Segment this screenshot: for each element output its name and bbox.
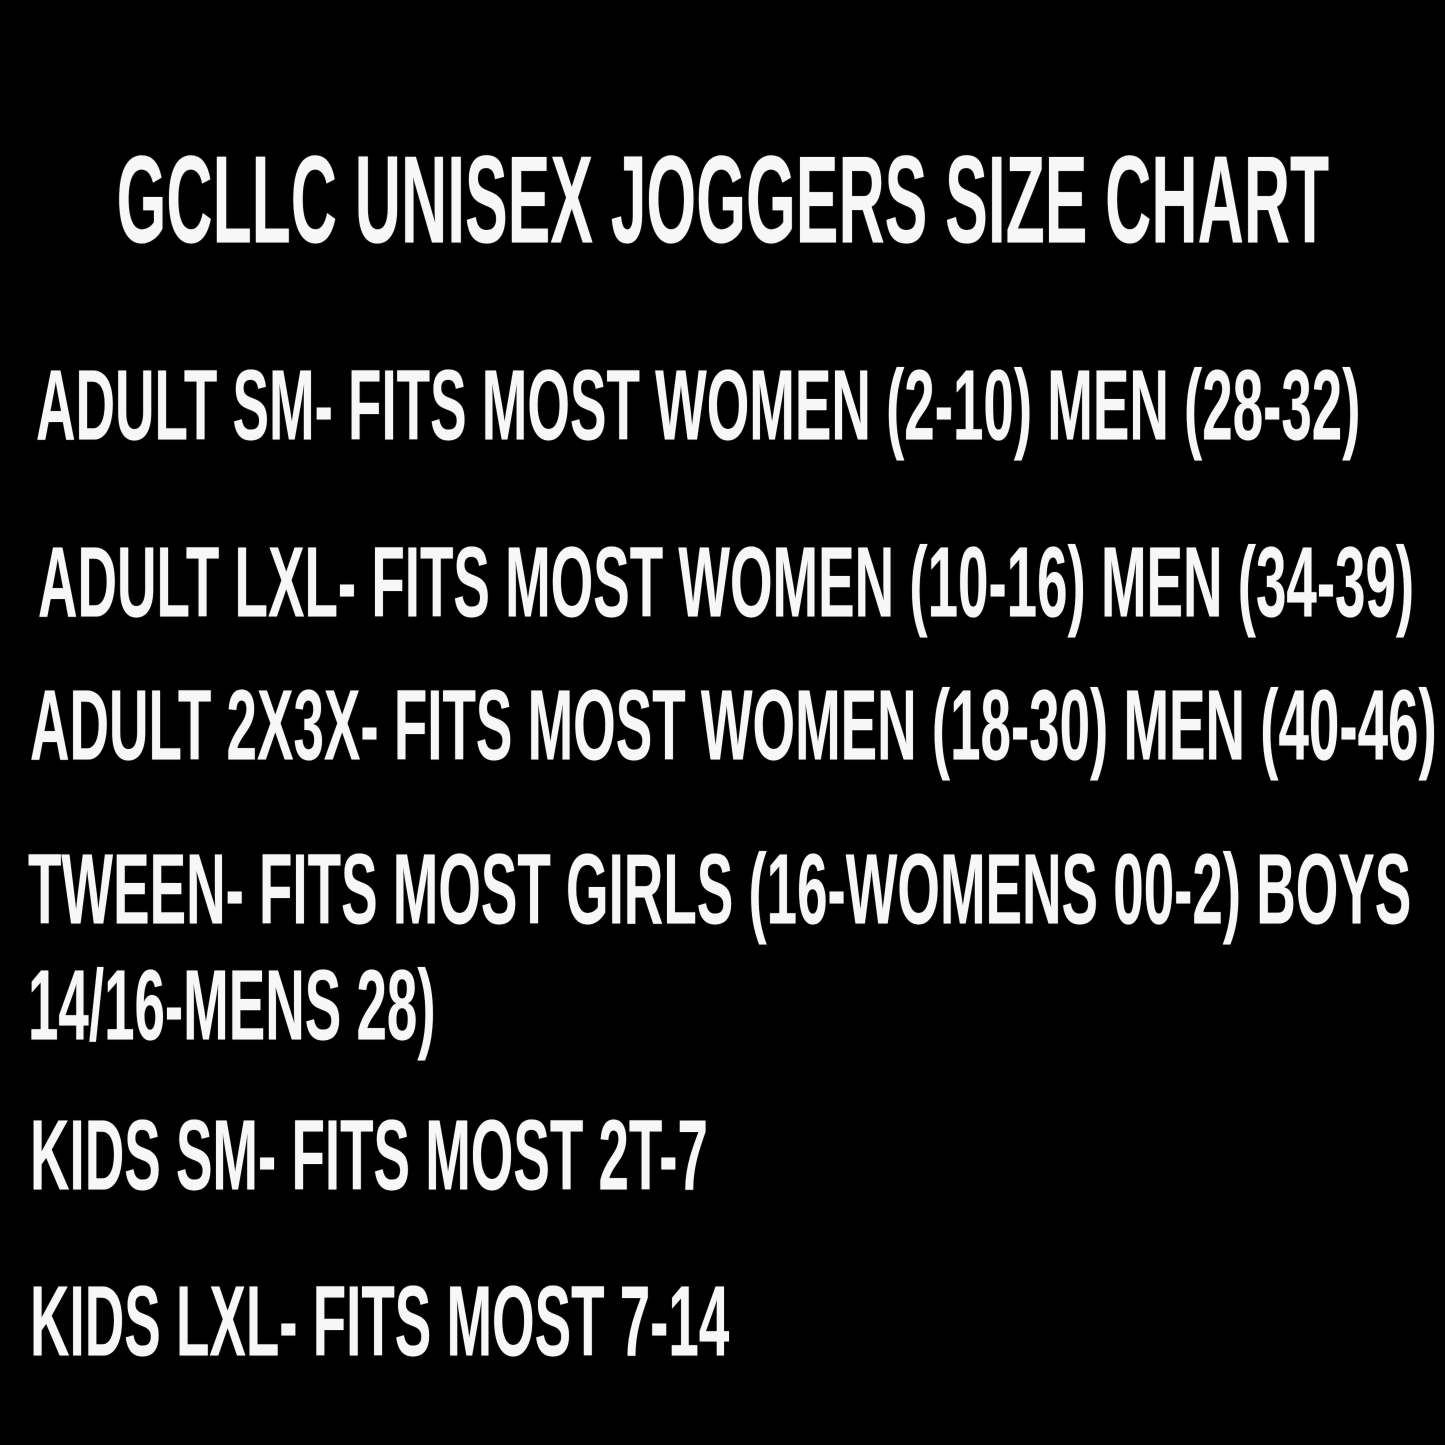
page-title: GCLLC UNISEX JOGGERS SIZE CHART (116, 130, 1329, 270)
title-row: GCLLC UNISEX JOGGERS SIZE CHART (0, 137, 1445, 262)
size-row-kids-lxl: KIDS LXL- FITS MOST 7-14 (30, 1272, 950, 1372)
size-row-tween: TWEEN- FITS MOST GIRLS (16-WOMENS 00-2) … (28, 840, 1445, 940)
size-row-tween-continuation-text: 14/16-MENS 28) (28, 950, 436, 1062)
size-row-kids-sm-text: KIDS SM- FITS MOST 2T-7 (30, 1100, 708, 1212)
size-row-adult-sm-text: ADULT SM- FITS MOST WOMEN (2-10) MEN (28… (36, 350, 1361, 462)
size-row-tween-continuation: 14/16-MENS 28) (28, 956, 564, 1056)
size-row-adult-sm: ADULT SM- FITS MOST WOMEN (2-10) MEN (28… (36, 356, 1445, 456)
size-row-kids-lxl-text: KIDS LXL- FITS MOST 7-14 (30, 1266, 730, 1378)
size-row-adult-lxl: ADULT LXL- FITS MOST WOMEN (10-16) MEN (… (38, 533, 1445, 633)
size-row-tween-text: TWEEN- FITS MOST GIRLS (16-WOMENS 00-2) … (28, 834, 1412, 946)
size-row-adult-2x3x: ADULT 2X3X- FITS MOST WOMEN (18-30) MEN … (30, 676, 1445, 776)
size-row-adult-2x3x-text: ADULT 2X3X- FITS MOST WOMEN (18-30) MEN … (30, 670, 1437, 782)
size-row-adult-lxl-text: ADULT LXL- FITS MOST WOMEN (10-16) MEN (… (38, 527, 1415, 639)
size-row-kids-sm: KIDS SM- FITS MOST 2T-7 (30, 1106, 922, 1206)
